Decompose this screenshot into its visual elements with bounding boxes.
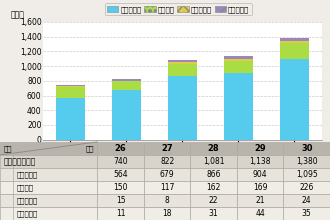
Text: 1,380: 1,380 [296,157,317,166]
FancyBboxPatch shape [237,194,283,207]
FancyBboxPatch shape [283,168,330,181]
FancyBboxPatch shape [0,155,97,168]
FancyBboxPatch shape [190,194,237,207]
Bar [112,90,141,140]
Text: 11: 11 [116,209,125,218]
FancyBboxPatch shape [144,194,190,207]
Bar [55,85,85,86]
Bar [280,41,309,42]
Bar [224,61,253,73]
FancyBboxPatch shape [190,155,237,168]
Text: 22: 22 [209,196,218,205]
FancyBboxPatch shape [237,168,283,181]
Bar [168,76,197,140]
Text: 15: 15 [116,196,125,205]
FancyBboxPatch shape [144,142,190,155]
Bar [168,62,197,64]
Text: 679: 679 [160,170,175,179]
Bar [224,59,253,61]
Text: （件）: （件） [11,11,25,20]
Bar [55,86,85,87]
Text: （年）: （年） [326,154,330,163]
FancyBboxPatch shape [97,194,144,207]
Text: 117: 117 [160,183,174,192]
FancyBboxPatch shape [97,155,144,168]
Text: 心理的虜待: 心理的虜待 [16,210,38,217]
FancyBboxPatch shape [283,194,330,207]
Text: 8: 8 [165,196,170,205]
FancyBboxPatch shape [237,142,283,155]
FancyBboxPatch shape [190,168,237,181]
Text: 822: 822 [160,157,174,166]
Bar [280,42,309,59]
FancyBboxPatch shape [0,194,97,207]
FancyBboxPatch shape [190,207,237,220]
Text: 226: 226 [300,183,314,192]
FancyBboxPatch shape [283,142,330,155]
Text: 904: 904 [253,170,268,179]
FancyBboxPatch shape [144,207,190,220]
Text: 150: 150 [114,183,128,192]
FancyBboxPatch shape [283,207,330,220]
Bar [168,64,197,76]
Bar [55,87,85,98]
Text: 44: 44 [255,209,265,218]
FancyBboxPatch shape [0,207,97,220]
FancyBboxPatch shape [97,207,144,220]
FancyBboxPatch shape [97,168,144,181]
FancyBboxPatch shape [283,155,330,168]
Text: 27: 27 [161,144,173,153]
FancyBboxPatch shape [0,181,97,194]
FancyBboxPatch shape [0,168,97,181]
FancyBboxPatch shape [0,142,97,155]
Text: 怠慢・拒否: 怠慢・拒否 [16,197,38,204]
Text: 18: 18 [162,209,172,218]
Bar [224,56,253,59]
Text: 35: 35 [302,209,312,218]
Bar [112,81,141,90]
FancyBboxPatch shape [144,181,190,194]
Text: 564: 564 [113,170,128,179]
Text: 1,095: 1,095 [296,170,317,179]
FancyBboxPatch shape [97,142,144,155]
Text: 30: 30 [301,144,313,153]
Bar [55,98,85,140]
Text: 1,081: 1,081 [203,157,224,166]
Text: 28: 28 [208,144,219,153]
Text: 29: 29 [254,144,266,153]
Text: 169: 169 [253,183,267,192]
FancyBboxPatch shape [190,181,237,194]
Bar [280,38,309,41]
Text: 21: 21 [255,196,265,205]
FancyBboxPatch shape [144,168,190,181]
FancyBboxPatch shape [237,207,283,220]
Bar [168,60,197,62]
Text: 身体的虜待: 身体的虜待 [16,171,38,178]
Text: 区分: 区分 [3,145,12,152]
FancyBboxPatch shape [283,181,330,194]
Text: 検挙件数（件）: 検挙件数（件） [3,157,36,166]
Text: 866: 866 [207,170,221,179]
Text: 162: 162 [207,183,221,192]
FancyBboxPatch shape [97,181,144,194]
Legend: 身体的虜待, 性的虜待, 怠慢・拒否, 心理的虜待: 身体的虜待, 性的虜待, 怠慢・拒否, 心理的虜待 [105,4,251,15]
Text: 740: 740 [113,157,128,166]
Text: 年次: 年次 [85,145,94,152]
Bar [224,73,253,140]
Text: 性的虜待: 性的虜待 [16,184,34,191]
FancyBboxPatch shape [144,155,190,168]
Text: 31: 31 [209,209,218,218]
Bar [112,79,141,81]
FancyBboxPatch shape [190,142,237,155]
FancyBboxPatch shape [237,155,283,168]
Bar [280,59,309,140]
Text: 26: 26 [115,144,126,153]
FancyBboxPatch shape [237,181,283,194]
Text: 24: 24 [302,196,312,205]
Text: 1,138: 1,138 [249,157,271,166]
